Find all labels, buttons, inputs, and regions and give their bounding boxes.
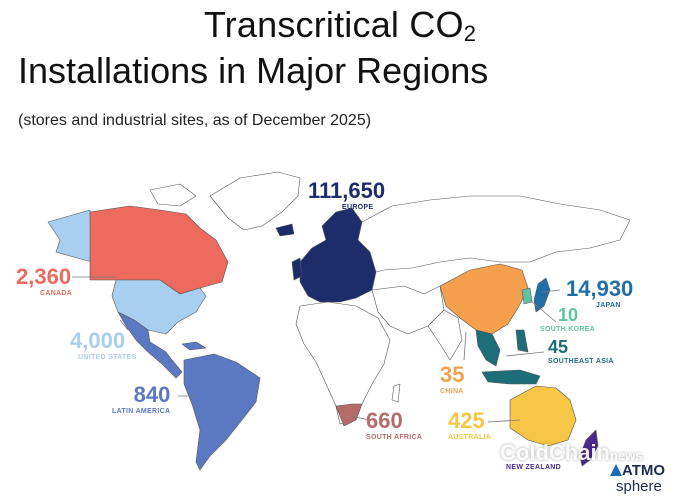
coldchain-watermark: ColdChainnews: [500, 440, 643, 465]
south-africa-label: SOUTH AFRICA: [366, 434, 423, 441]
australia-label: AUSTRALIA: [448, 434, 492, 441]
europe-value: 111,650: [308, 178, 386, 203]
leader-southeast-asia: [505, 351, 545, 357]
indonesia: [481, 369, 541, 385]
south-korea-label: SOUTH KOREA: [540, 326, 596, 333]
south-africa: [335, 403, 363, 427]
russia: [357, 195, 631, 273]
stat-southeast-asia: 45 SOUTHEAST ASIA: [548, 338, 614, 365]
canada-value: 2,360: [16, 264, 72, 289]
latin-america-value: 840: [133, 382, 171, 407]
stat-south-africa: 660 SOUTH AFRICA: [366, 408, 423, 442]
leader-australia: [487, 419, 521, 423]
southeast-asia: [475, 329, 501, 367]
greenland: [209, 171, 301, 231]
new-zealand-label: NEW ZEALAND: [506, 464, 562, 471]
united-states-label: UNITED STATES: [78, 354, 137, 361]
australia-value: 425: [448, 408, 485, 433]
atmosphere-logo: ATMO sphere: [610, 462, 672, 495]
stat-europe: 111,650 EUROPE: [308, 178, 386, 212]
south-america: [183, 353, 261, 471]
caribbean: [181, 341, 207, 351]
title-line-1: Transcritical CO2: [203, 4, 477, 46]
stat-united-states: 4,000 UNITED STATES: [70, 328, 137, 362]
south-korea-value: 10: [558, 305, 579, 325]
alaska: [47, 209, 93, 263]
south-africa-value: 660: [366, 408, 403, 433]
europe-label: EUROPE: [342, 204, 374, 211]
south-korea: [521, 287, 533, 305]
japan-label: JAPAN: [596, 302, 621, 309]
leader-south-africa: [349, 415, 371, 421]
japan-value: 14,930: [566, 276, 634, 301]
atmo-word: ATMO: [622, 462, 666, 479]
stat-japan: 14,930 JAPAN: [566, 276, 634, 310]
latin-america-label: LATIN AMERICA: [112, 408, 171, 415]
southeast-asia-label: SOUTHEAST ASIA: [548, 358, 614, 365]
stat-latin-america: 840 LATIN AMERICA: [112, 382, 171, 416]
stat-new-zealand: NEW ZEALAND: [506, 462, 561, 471]
leader-japan: [541, 289, 561, 293]
australia: [509, 385, 577, 447]
china: [439, 263, 529, 335]
philippines: [515, 329, 529, 353]
southeast-asia-value: 45: [548, 337, 569, 357]
stat-south-korea: 10 SOUTH KOREA: [540, 306, 595, 333]
leader-china: [463, 331, 467, 361]
india: [427, 309, 463, 361]
arctic-islands: [149, 183, 197, 207]
stat-australia: 425 AUSTRALIA: [448, 408, 492, 442]
subtitle: (stores and industrial sites, as of Dece…: [18, 112, 372, 129]
iceland: [275, 223, 295, 237]
japan: [533, 277, 551, 313]
uk-ireland: [291, 257, 303, 281]
madagascar: [391, 383, 401, 403]
atmo-triangle-icon: [610, 464, 622, 476]
canada-label: CANADA: [40, 290, 73, 297]
united-states-value: 4,000: [70, 328, 126, 353]
stat-canada: 2,360 CANADA: [16, 264, 73, 298]
new-zealand: [579, 429, 599, 467]
china-label: CHINA: [440, 388, 464, 395]
china-value: 35: [440, 362, 465, 387]
mexico-central-america: [117, 311, 183, 379]
leader-south-korea: [529, 299, 557, 323]
leader-us: [119, 319, 129, 331]
atmo-sub: sphere: [616, 478, 662, 495]
stat-china: 35 CHINA: [440, 362, 465, 396]
title-line-2: Installations in Major Regions: [18, 50, 489, 91]
